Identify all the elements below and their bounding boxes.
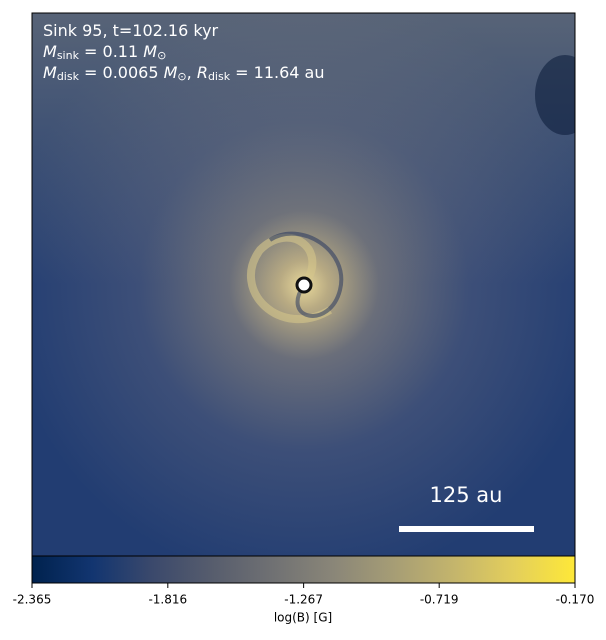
sink-marker: [295, 276, 313, 294]
annotation-part: = 0.0065: [79, 63, 164, 82]
annotation-part: sink: [57, 49, 80, 62]
simulation-image: [32, 13, 575, 556]
annotation-part: M: [143, 42, 157, 61]
colorbar: [31, 555, 576, 584]
annotation-part: R: [197, 63, 208, 82]
annotation-part: ,: [187, 63, 197, 82]
colorbar-label: log(B) [G]: [274, 611, 332, 625]
annotation-part: disk: [208, 70, 231, 83]
annotation: Msink = 0.11 M⊙: [43, 42, 166, 63]
annotation-part: ⊙: [177, 70, 186, 83]
colorbar-tick-label: -0.170: [556, 593, 595, 607]
scale-bar-label: 125 au: [430, 483, 503, 507]
colorbar-tick-label: -1.267: [284, 593, 323, 607]
annotation-part: M: [43, 63, 57, 82]
colorbar-tick-label: -0.719: [420, 593, 459, 607]
annotation-part: = 11.64 au: [230, 63, 324, 82]
annotation: Sink 95, t=102.16 kyr: [43, 21, 219, 40]
annotation-part: M: [43, 42, 57, 61]
colorbar-tick-label: -2.365: [13, 593, 52, 607]
annotation-part: disk: [57, 70, 80, 83]
annotation: Mdisk = 0.0065 M⊙, Rdisk = 11.64 au: [43, 63, 325, 84]
colorbar-tick-label: -1.816: [148, 593, 187, 607]
annotation-part: = 0.11: [79, 42, 143, 61]
annotation-part: ⊙: [157, 49, 166, 62]
annotation-part: Sink 95, t=102.16 kyr: [43, 21, 219, 40]
scale-bar: [399, 526, 534, 532]
annotation-part: M: [164, 63, 178, 82]
